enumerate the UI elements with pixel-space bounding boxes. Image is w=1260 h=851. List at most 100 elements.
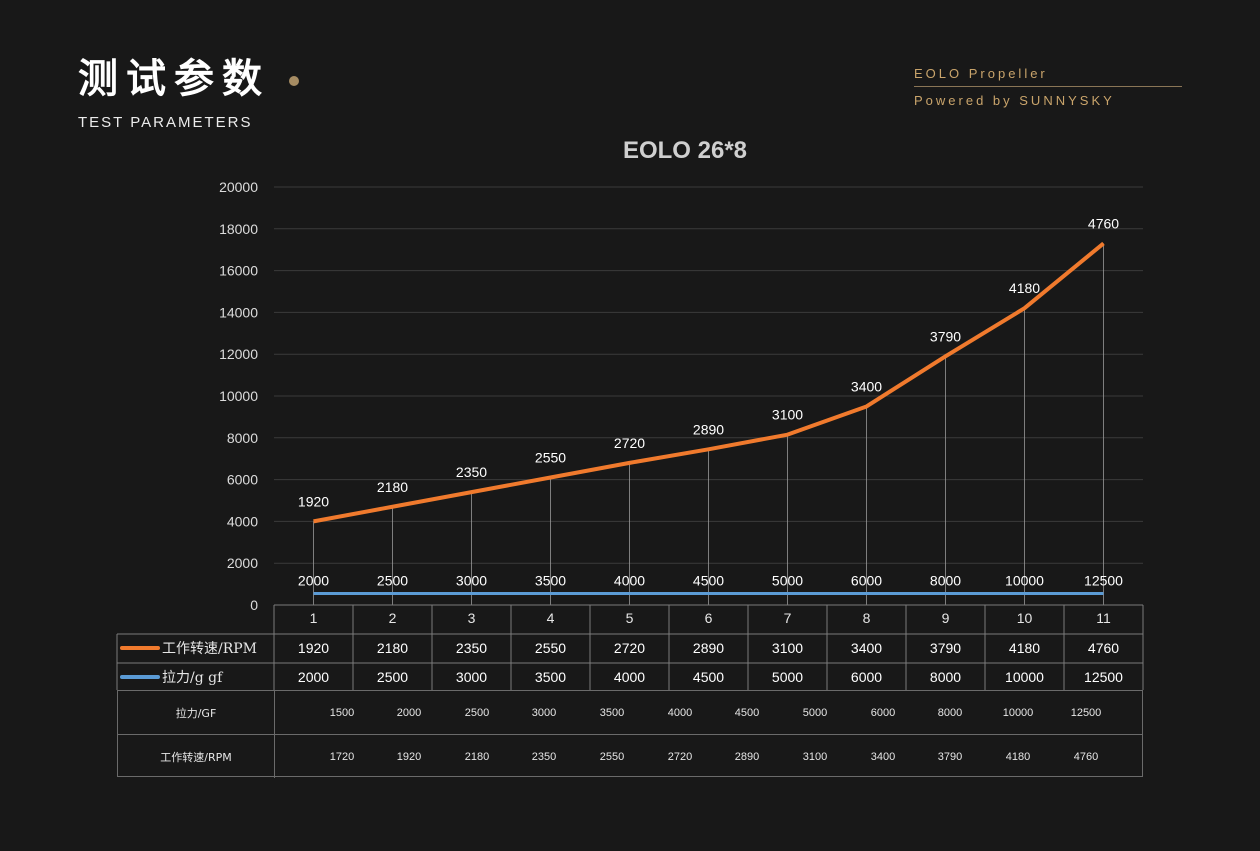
rpm-data-label: 3100 [772,407,803,423]
rpm-series-line [313,241,1105,524]
brand-powered-by: Powered by SUNNYSKY [914,93,1115,108]
table-cell: 2500 [377,669,408,685]
x-tick-label: 4 [547,610,555,626]
spec-cell: 1720 [329,750,355,763]
x-tick-label: 9 [942,610,950,626]
spec-cell: 3100 [802,750,828,763]
chart-title: EOLO 26*8 [623,137,747,164]
thrust-data-label: 2000 [298,573,329,589]
table-cell: 5000 [772,669,803,685]
rpm-data-label: 4180 [1009,280,1040,296]
x-tick-label: 7 [784,610,792,626]
rpm-data-label: 2890 [693,421,724,437]
table-cell: 2890 [693,640,724,656]
x-tick-label: 8 [863,610,871,626]
table-cell: 4760 [1088,640,1119,656]
spec-row-label: 工作转速/RPM [118,735,275,778]
y-tick-label: 10000 [219,388,258,404]
thrust-data-label: 6000 [851,573,882,589]
table-cell: 2000 [298,669,329,685]
table-cell: 3790 [930,640,961,656]
y-tick-label: 0 [250,597,258,613]
y-tick-label: 20000 [219,179,258,195]
rpm-data-label: 2180 [377,479,408,495]
x-tick-label: 2 [389,610,397,626]
x-tick-label: 11 [1096,610,1111,626]
table-cell: 3100 [772,640,803,656]
y-tick-label: 8000 [227,430,258,446]
spec-cell: 3500 [599,706,625,719]
y-tick-label: 4000 [227,513,258,529]
page-subtitle: TEST PARAMETERS [78,114,253,131]
thrust-data-label: 5000 [772,573,803,589]
spec-cell: 2000 [396,706,422,719]
table-cell: 3000 [456,669,487,685]
spec-cell: 4760 [1073,750,1099,763]
y-tick-label: 2000 [227,555,258,571]
y-tick-label: 12000 [219,346,258,362]
spec-cell: 2890 [734,750,760,763]
y-tick-label: 6000 [227,472,258,488]
table-cell: 3400 [851,640,882,656]
table-cell: 2350 [456,640,487,656]
title-dot [289,76,299,86]
brand-product: EOLO Propeller [914,66,1048,81]
spec-cell: 1500 [329,706,355,719]
legend-label: 拉力/g gf [162,670,224,686]
x-tick-label: 5 [626,610,634,626]
rpm-data-label: 2720 [614,435,645,451]
rpm-data-label: 2350 [456,464,487,480]
thrust-data-label: 3000 [456,573,487,589]
table-cell: 8000 [930,669,961,685]
spec-cell: 12500 [1070,706,1102,719]
rpm-data-label: 3790 [930,328,961,344]
spec-cell: 2180 [464,750,490,763]
rpm-data-label: 3400 [851,378,882,394]
spec-cell: 3000 [531,706,557,719]
thrust-data-label: 4000 [614,573,645,589]
spec-cell: 2720 [667,750,693,763]
table-cell: 3500 [535,669,566,685]
table-cell: 2550 [535,640,566,656]
x-tick-label: 10 [1017,610,1033,626]
spec-cell: 2500 [464,706,490,719]
y-tick-label: 14000 [219,304,258,320]
legend-label: 工作转速/RPM [162,641,257,657]
spec-cell: 3400 [870,750,896,763]
rpm-data-label: 2550 [535,450,566,466]
y-tick-label: 16000 [219,263,258,279]
table-cell: 6000 [851,669,882,685]
spec-cell: 4500 [734,706,760,719]
spec-table: 拉力/GF 1500 2000 2500 3000 3500 4000 4500 5000 60… [117,690,1143,778]
table-cell: 2180 [377,640,408,656]
spec-row-label: 拉力/GF [118,691,275,734]
table-cell: 12500 [1084,669,1123,685]
spec-cell: 4180 [1005,750,1031,763]
thrust-data-label: 4500 [693,573,724,589]
table-cell: 4000 [614,669,645,685]
table-cell: 10000 [1005,669,1044,685]
rpm-data-label: 1920 [298,493,329,509]
spec-cell: 4000 [667,706,693,719]
table-cell: 4180 [1009,640,1040,656]
spec-cell: 8000 [937,706,963,719]
spec-cell: 3790 [937,750,963,763]
brand-divider [914,86,1182,87]
thrust-data-label: 8000 [930,573,961,589]
spec-row-rpm: 工作转速/RPM 1720 1920 2180 2350 2550 2720 2890 310… [118,734,1142,778]
spec-cell: 5000 [802,706,828,719]
spec-cell: 1920 [396,750,422,763]
thrust-data-label: 3500 [535,573,566,589]
rpm-data-label: 4760 [1088,215,1119,231]
line-chart: EOLO 26*80200040006000800010000120001400… [116,137,1144,690]
thrust-data-label: 12500 [1084,573,1123,589]
thrust-data-label: 10000 [1005,573,1044,589]
spec-cell: 2350 [531,750,557,763]
y-tick-label: 18000 [219,221,258,237]
x-tick-label: 1 [310,610,318,626]
x-tick-label: 6 [705,610,713,626]
x-tick-label: 3 [468,610,476,626]
spec-row-thrust: 拉力/GF 1500 2000 2500 3000 3500 4000 4500 5000 60… [118,691,1142,734]
page-title: 测试参数 [78,56,270,102]
spec-cell: 6000 [870,706,896,719]
